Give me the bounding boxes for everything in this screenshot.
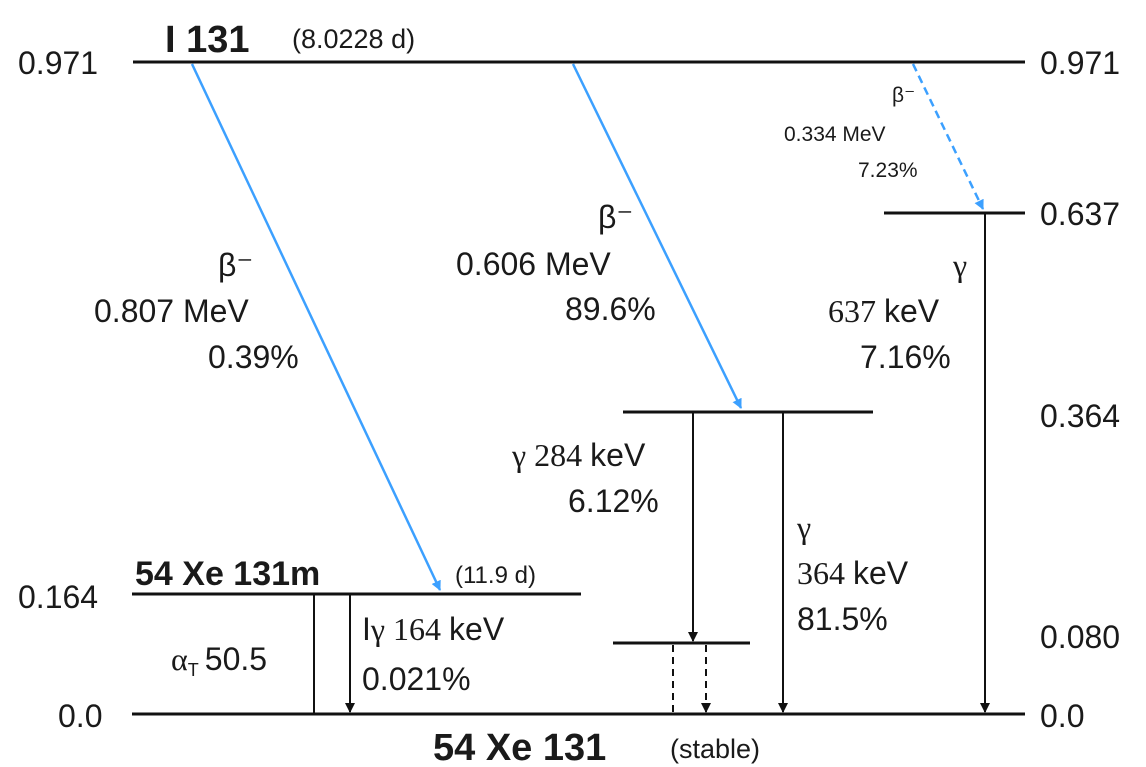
level-label-364: 0.364 — [1040, 398, 1120, 434]
gamma364-symbol: γ — [796, 509, 811, 545]
gamma637-intensity: 7.16% — [860, 339, 951, 375]
parent-halflife-label: (8.0228 d) — [292, 24, 415, 54]
level-label-0-right: 0.0 — [1040, 698, 1084, 734]
gamma637-energy-text: 637 keV — [828, 293, 940, 329]
gamma364-intensity: 81.5% — [797, 601, 888, 637]
level-label-637: 0.637 — [1040, 196, 1120, 232]
beta3-symbol: β⁻ — [892, 84, 915, 107]
gamma284-energy-text: γ 284 keV — [511, 437, 646, 473]
beta1-energy: 0.807 MeV — [94, 293, 249, 329]
level-label-0-left: 0.0 — [58, 698, 102, 734]
gamma164-energy-text: Iγ 164 keV — [362, 611, 505, 647]
ground-note-label: (stable) — [670, 734, 760, 764]
level-label-164: 0.164 — [18, 579, 98, 615]
metastable-halflife-label: (11.9 d) — [455, 562, 536, 589]
beta1-intensity: 0.39% — [208, 339, 299, 375]
level-label-971-right: 0.971 — [1040, 45, 1120, 81]
level-label-971-left: 0.971 — [18, 45, 98, 81]
beta3-intensity: 7.23% — [858, 159, 918, 182]
parent-nuclide-label: I 131 — [165, 19, 250, 61]
gamma164-intensity: 0.021% — [362, 661, 471, 697]
level-label-080: 0.080 — [1040, 619, 1120, 655]
beta2-intensity: 89.6% — [565, 291, 656, 327]
ground-nuclide-label: 54 Xe 131 — [433, 727, 606, 767]
beta3-energy: 0.334 MeV — [784, 123, 886, 146]
gamma284-intensity: 6.12% — [568, 483, 659, 519]
gamma364-energy-text: 364 keV — [797, 555, 909, 591]
beta-arrow-0606 — [571, 63, 743, 409]
alpha-coefficient-text: αT 50.5 — [171, 641, 267, 680]
beta2-energy: 0.606 MeV — [456, 246, 611, 282]
beta-arrow-0807 — [190, 63, 442, 591]
metastable-nuclide-label: 54 Xe 131m — [135, 555, 320, 593]
beta-arrow-0334 — [911, 63, 985, 210]
gamma637-symbol: γ — [952, 247, 967, 283]
beta2-symbol: β⁻ — [598, 199, 633, 235]
beta1-symbol: β⁻ — [218, 247, 253, 283]
